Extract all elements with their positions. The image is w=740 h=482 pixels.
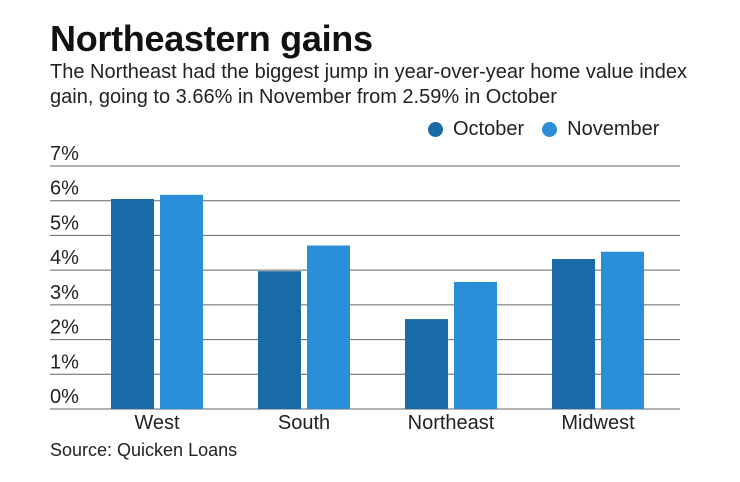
y-tick-label: 2% (50, 317, 79, 339)
y-tick-label: 5% (50, 212, 79, 234)
bar-november-south (307, 245, 350, 409)
legend-label-november: November (567, 118, 660, 140)
legend-swatch-november (542, 122, 558, 137)
chart-title: Northeastern gains (50, 18, 373, 59)
y-tick-label: 7% (50, 143, 79, 165)
bar-october-northeast (405, 319, 448, 409)
legend-label-october: October (453, 118, 525, 140)
x-category-label: Midwest (561, 412, 635, 434)
source-note: Source: Quicken Loans (50, 440, 238, 460)
legend: October November (428, 118, 677, 141)
x-category-label: Northeast (408, 412, 495, 434)
x-category-label: South (278, 412, 330, 434)
bar-october-midwest (552, 259, 595, 409)
y-tick-label: 4% (50, 247, 79, 269)
y-tick-label: 3% (50, 282, 79, 304)
legend-swatch-october (428, 122, 443, 137)
bar-november-midwest (601, 251, 644, 409)
bar-november-west (160, 194, 203, 409)
bar-october-west (111, 198, 154, 409)
legend-item-october: October (428, 118, 524, 141)
bar-october-south (258, 271, 301, 409)
y-tick-label: 6% (50, 178, 79, 200)
x-category-label: West (134, 412, 180, 434)
chart-subtitle: The Northeast had the biggest jump in ye… (50, 61, 688, 108)
bar-november-northeast (454, 281, 497, 409)
y-tick-label: 0% (50, 386, 79, 408)
legend-item-november: November (542, 118, 659, 141)
y-tick-label: 1% (50, 351, 79, 373)
